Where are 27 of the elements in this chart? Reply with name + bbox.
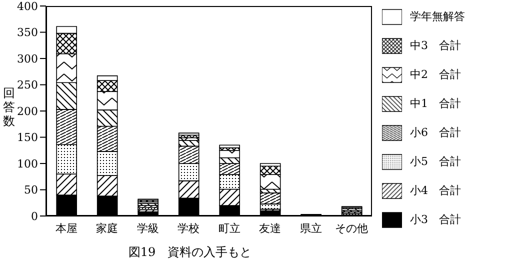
y-tick-label: 400 <box>17 0 38 13</box>
x-tick-label: 家庭 <box>96 222 118 235</box>
legend-label: 小3 合計 <box>410 213 461 226</box>
y-tick-label: 250 <box>17 78 38 92</box>
x-tick-label: 本屋 <box>55 222 78 235</box>
legend-label: 中2 合計 <box>410 68 461 81</box>
legend-label: 小4 合計 <box>410 184 461 197</box>
x-tick-label: 県立 <box>300 222 322 235</box>
legend-label: 小6 合計 <box>410 126 461 139</box>
x-tick-label: 学級 <box>136 222 159 235</box>
legend-label: 小5 合計 <box>410 155 461 168</box>
y-tick-label: 0 <box>31 210 38 223</box>
y-tick-label: 100 <box>17 157 38 170</box>
y-tick-label: 50 <box>24 184 38 197</box>
y-axis-title: 回答数 <box>2 86 16 128</box>
y-tick-label: 200 <box>17 104 38 118</box>
legend-label: 学年無解答 <box>410 10 465 23</box>
y-tick-label: 150 <box>17 131 38 144</box>
text: 図19 資料の入手もと <box>127 244 253 261</box>
x-tick-label: その他 <box>335 222 368 235</box>
y-tick-label: 300 <box>17 52 38 66</box>
x-tick-label: 学校 <box>178 222 200 235</box>
legend-label: 中3 合計 <box>410 39 461 52</box>
x-tick-label: 友達 <box>259 222 282 235</box>
y-tick-label: 350 <box>17 26 38 40</box>
legend-label: 中1 合計 <box>410 97 461 110</box>
x-tick-label: 町立 <box>218 222 240 235</box>
